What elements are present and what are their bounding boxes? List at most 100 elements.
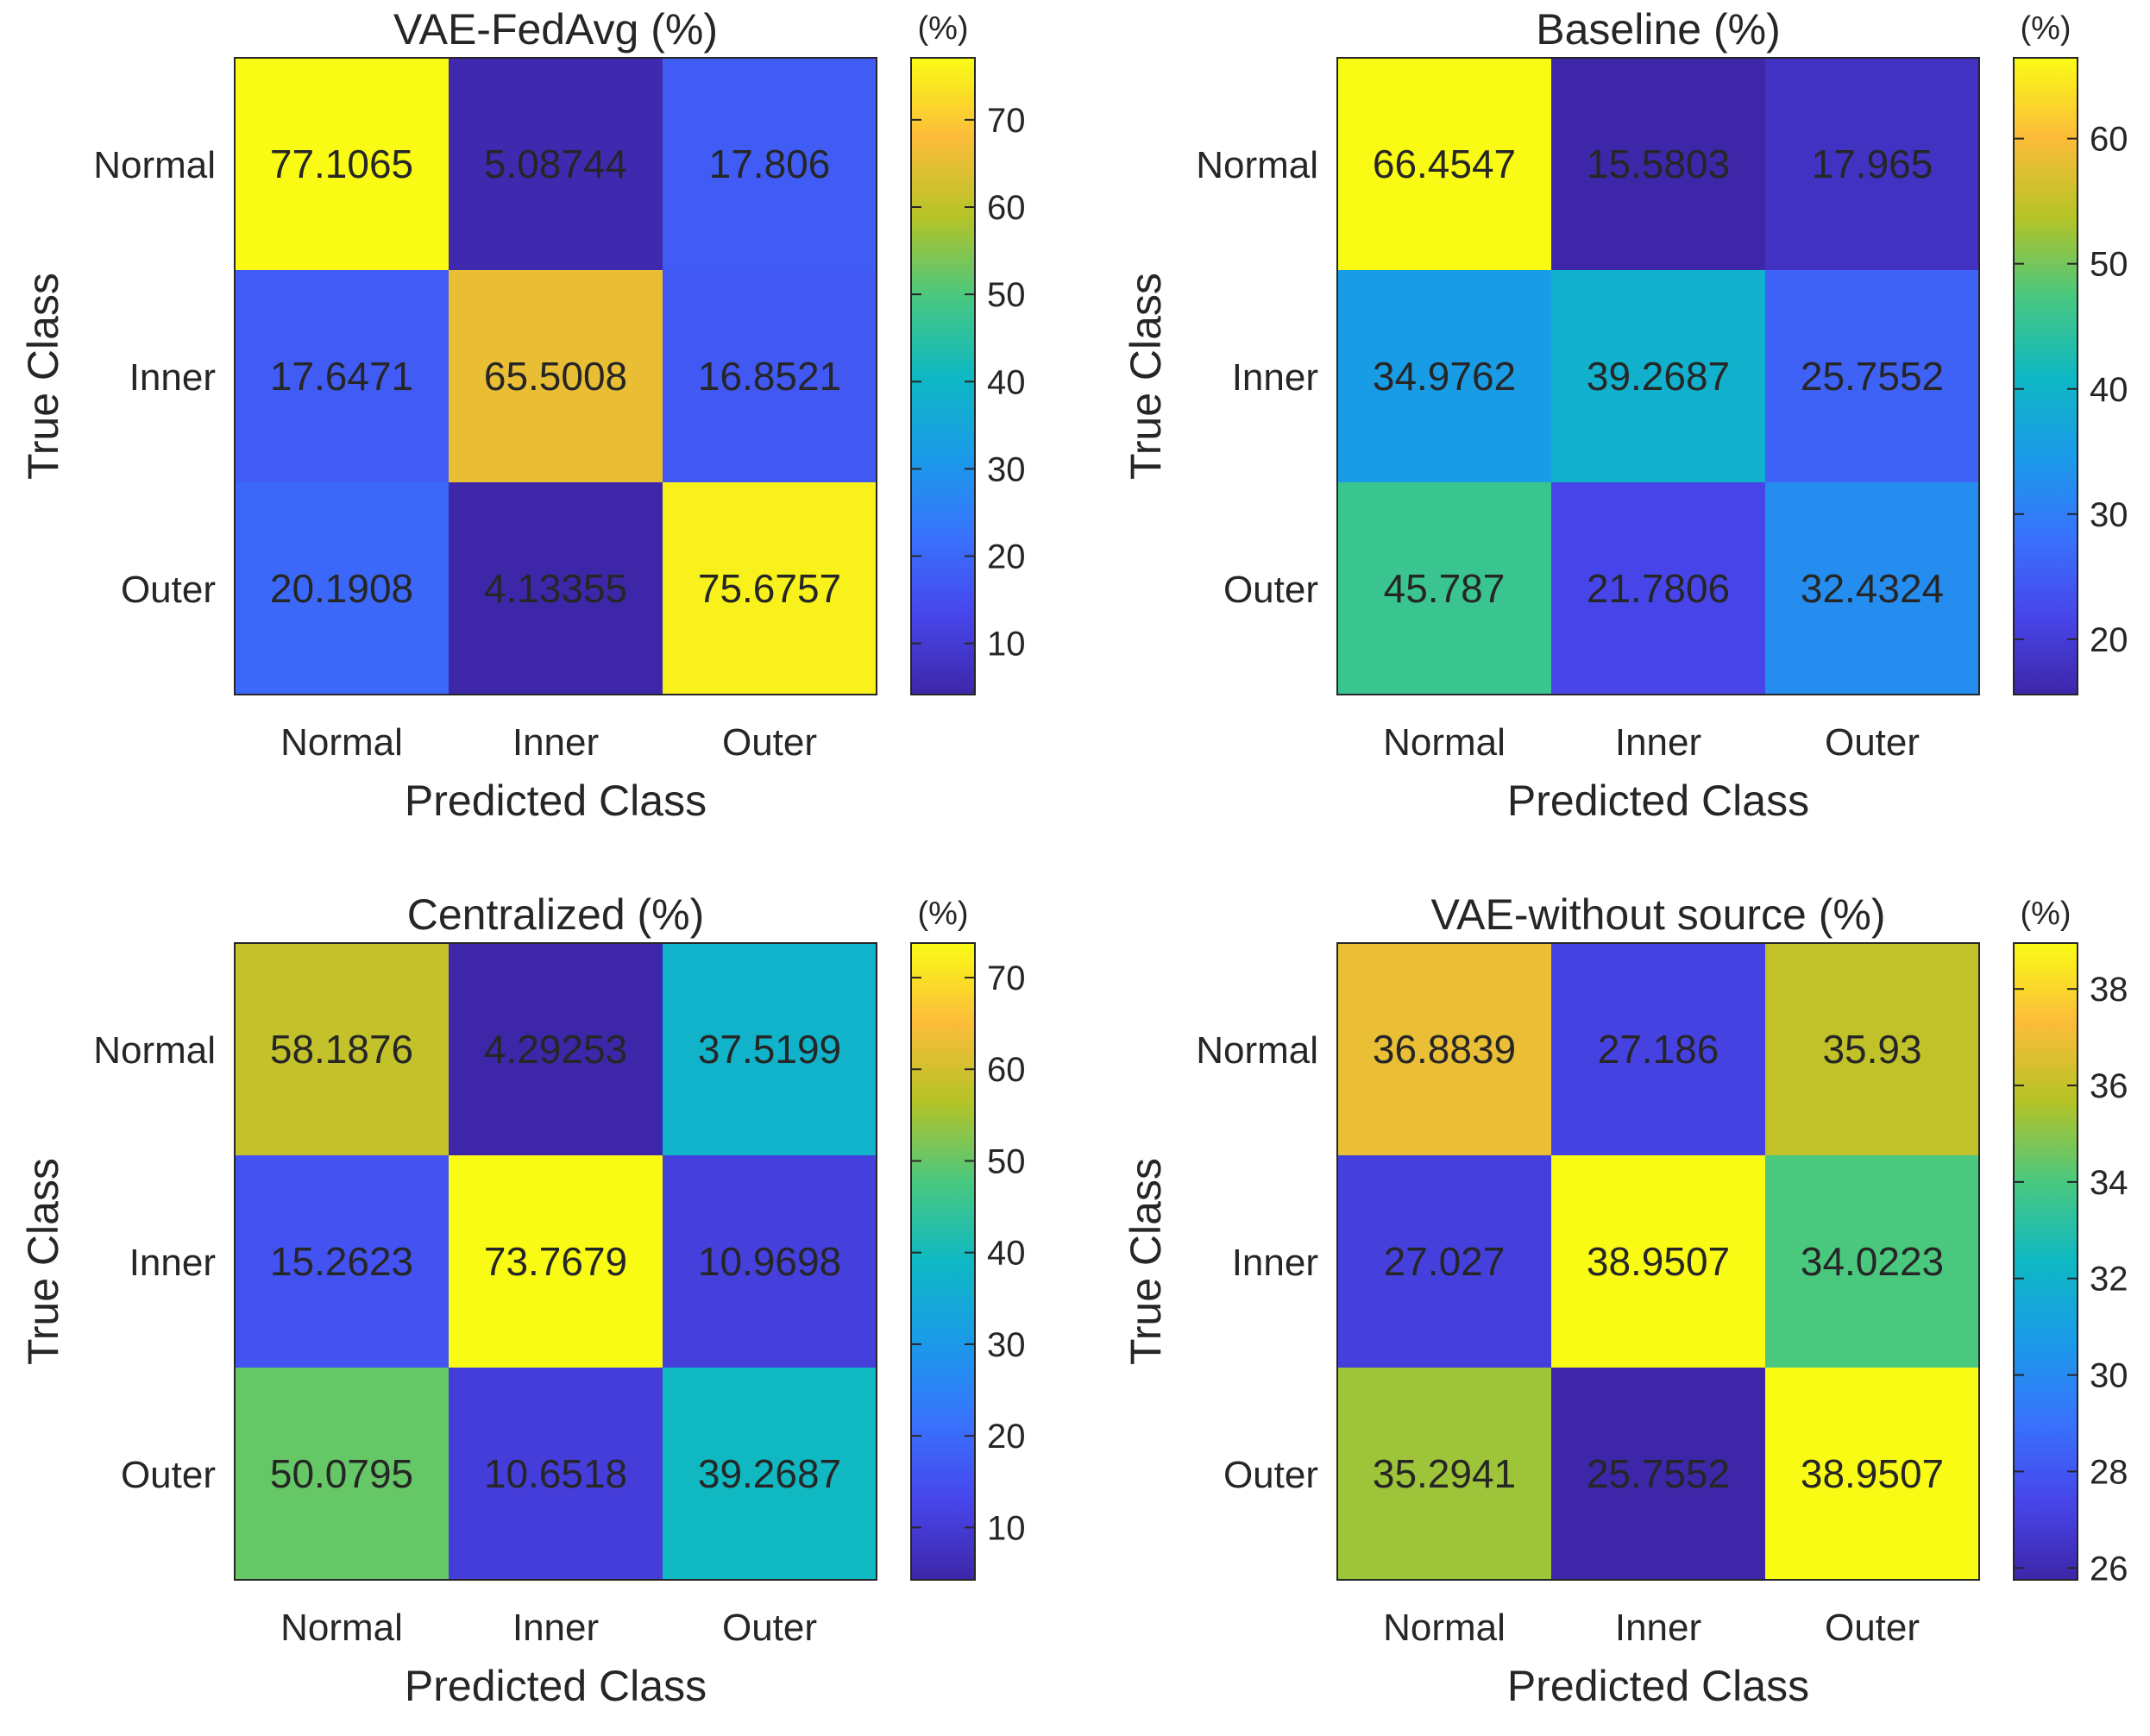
cell-value-label: 66.4547: [1373, 142, 1516, 186]
cell-value-label: 21.7806: [1587, 566, 1730, 611]
colorbar-tick-label: 30: [2090, 496, 2128, 534]
colorbar-unit-label: (%): [2020, 10, 2071, 47]
cell-value-label: 38.9507: [1587, 1239, 1730, 1284]
heatmap-cell: [663, 270, 877, 482]
heatmap-cell: [1337, 58, 1551, 270]
heatmap-cell: [449, 1368, 663, 1580]
cell-value-label: 39.2687: [1587, 354, 1730, 399]
colorbar-tick-label: 20: [2090, 621, 2128, 659]
heatmap-cell: [449, 943, 663, 1155]
heatmap-panel-2: Baseline (%) 66.4547 15.5803 17.965 34.9762 3…: [1122, 5, 2128, 825]
colorbar-tick-label: 70: [987, 959, 1026, 997]
heatmap-cell: [449, 1155, 663, 1368]
y-tick-label: Normal: [1196, 1029, 1318, 1072]
heatmap-cell: [1337, 943, 1551, 1155]
heatmap-cell: [449, 58, 663, 270]
heatmap-cell: [1551, 270, 1765, 482]
x-axis-label: Predicted Class: [1507, 1662, 1809, 1710]
colorbar-tick-label: 20: [987, 1418, 1026, 1456]
colorbar-tick-label: 60: [987, 189, 1026, 227]
cell-value-label: 37.5199: [698, 1027, 841, 1072]
cell-value-label: 34.9762: [1373, 354, 1516, 399]
y-tick-label: Inner: [129, 356, 216, 399]
cell-value-label: 38.9507: [1801, 1451, 1944, 1496]
cell-value-label: 15.2623: [270, 1239, 413, 1284]
colorbar: [910, 942, 976, 1581]
y-tick-label: Outer: [121, 569, 216, 611]
y-tick-label: Normal: [93, 144, 216, 186]
colorbar: [2013, 57, 2078, 695]
y-tick-label: Outer: [121, 1454, 216, 1496]
heatmap-cell: [1765, 482, 1979, 695]
heatmap-cell: [663, 58, 877, 270]
cell-value-label: 39.2687: [698, 1451, 841, 1496]
cell-value-label: 16.8521: [698, 354, 841, 399]
cell-value-label: 34.0223: [1801, 1239, 1944, 1284]
heatmap-cell: [663, 943, 877, 1155]
cell-value-label: 17.6471: [270, 354, 413, 399]
colorbar-tick-label: 30: [987, 1326, 1026, 1364]
cell-value-label: 32.4324: [1801, 566, 1944, 611]
colorbar-tick-label: 10: [987, 626, 1026, 664]
cell-value-label: 73.7679: [484, 1239, 627, 1284]
colorbar-tick-label: 40: [2090, 371, 2128, 409]
heatmap-cell: [1551, 1155, 1765, 1368]
cell-value-label: 10.6518: [484, 1451, 627, 1496]
heatmap-cell: [1337, 270, 1551, 482]
y-tick-label: Outer: [1223, 1454, 1318, 1496]
cell-value-label: 4.29253: [484, 1027, 627, 1072]
colorbar: [910, 57, 976, 695]
colorbar-tick-label: 40: [987, 363, 1026, 401]
colorbar-tick-label: 30: [2090, 1357, 2128, 1395]
colorbar-tick-label: 60: [987, 1051, 1026, 1089]
colorbar-tick-label: 32: [2090, 1261, 2128, 1299]
colorbar-unit-label: (%): [2020, 896, 2071, 932]
panel-title: VAE-without source (%): [1430, 890, 1885, 939]
heatmap-cell: [1337, 482, 1551, 695]
colorbar-tick-label: 30: [987, 450, 1026, 488]
x-tick-label: Inner: [1615, 1607, 1701, 1649]
heatmap-panel-1: VAE-FedAvg (%) 77.1065 5.08744 17.806 17.647…: [19, 5, 1026, 825]
heatmap-cell: [1337, 1368, 1551, 1580]
heatmap-cell: [235, 270, 449, 482]
cell-value-label: 45.787: [1384, 566, 1506, 611]
heatmap-panel-4: VAE-without source (%) 36.8839 27.186 35.93…: [1122, 890, 2128, 1710]
cell-value-label: 20.1908: [270, 566, 413, 611]
x-tick-label: Normal: [1383, 1607, 1506, 1649]
cell-value-label: 5.08744: [484, 142, 627, 186]
cell-value-label: 27.186: [1598, 1027, 1719, 1072]
plot-frame: [234, 57, 877, 695]
panel-title: Centralized (%): [407, 890, 705, 939]
y-axis-label: True Class: [19, 273, 67, 480]
colorbar-unit-label: (%): [917, 896, 968, 932]
cell-value-label: 10.9698: [698, 1239, 841, 1284]
heatmap-cell: [1337, 1155, 1551, 1368]
cell-value-label: 25.7552: [1801, 354, 1944, 399]
panel-title: VAE-FedAvg (%): [393, 5, 718, 53]
heatmap-cell: [1765, 270, 1979, 482]
heatmap-cell: [1551, 58, 1765, 270]
x-tick-label: Outer: [722, 721, 817, 764]
cell-value-label: 77.1065: [270, 142, 413, 186]
x-tick-label: Normal: [1383, 721, 1506, 764]
x-axis-label: Predicted Class: [405, 777, 707, 825]
colorbar-tick-label: 50: [2090, 246, 2128, 284]
x-tick-label: Outer: [722, 1607, 817, 1649]
colorbar-tick-label: 50: [987, 1142, 1026, 1180]
cell-value-label: 15.5803: [1587, 142, 1730, 186]
y-tick-label: Normal: [1196, 144, 1318, 186]
heatmap-panel-3: Centralized (%) 58.1876 4.29253 37.5199 15.2…: [19, 890, 1026, 1710]
heatmap-cell: [235, 482, 449, 695]
cell-value-label: 50.0795: [270, 1451, 413, 1496]
cell-value-label: 17.806: [709, 142, 831, 186]
x-axis-label: Predicted Class: [1507, 777, 1809, 825]
y-axis-label: True Class: [19, 1158, 67, 1365]
colorbar-tick-label: 28: [2090, 1453, 2128, 1491]
y-tick-label: Outer: [1223, 569, 1318, 611]
heatmap-cell: [1765, 1155, 1979, 1368]
panel-title: Baseline (%): [1536, 5, 1780, 53]
cell-value-label: 75.6757: [698, 566, 841, 611]
x-tick-label: Inner: [1615, 721, 1701, 764]
heatmap-cell: [1765, 943, 1979, 1155]
cell-value-label: 4.13355: [484, 566, 627, 611]
